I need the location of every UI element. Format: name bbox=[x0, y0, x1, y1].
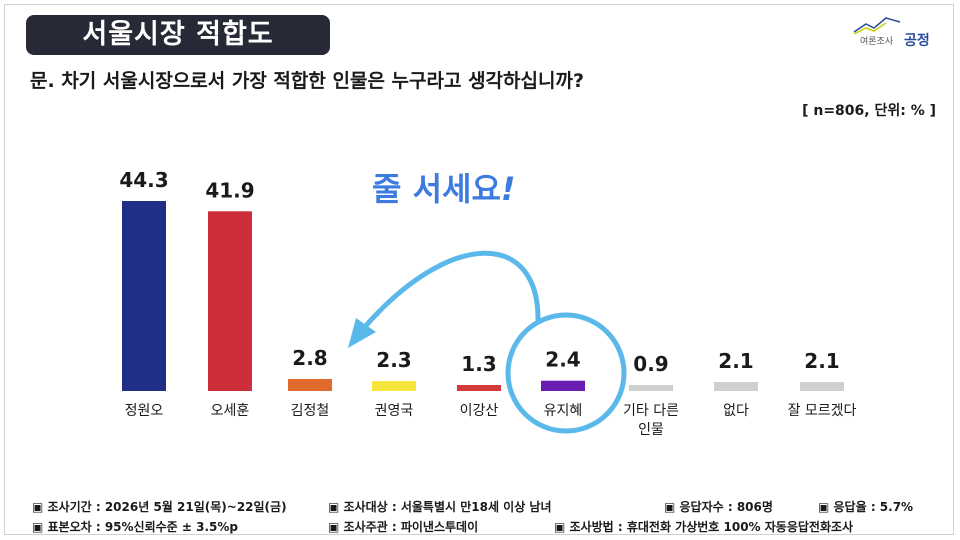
bar-4 bbox=[457, 385, 501, 391]
bar-value-label-2: 2.8 bbox=[292, 346, 327, 370]
callout-main: 줄 서세요 bbox=[372, 170, 501, 208]
category-label-7: 없다 bbox=[723, 403, 749, 419]
bar-value-label-3: 2.3 bbox=[376, 348, 411, 372]
bar-3 bbox=[372, 381, 416, 391]
category-label-1: 오세훈 bbox=[211, 403, 250, 419]
trend-line-icon bbox=[853, 17, 901, 35]
footer-method: ▣ 조사방법 : 휴대전화 가상번호 100% 자동응답전화조사 bbox=[554, 520, 854, 534]
bar-2 bbox=[288, 378, 332, 391]
category-label-4: 이강산 bbox=[460, 403, 499, 419]
callout-mark: ! bbox=[500, 170, 516, 208]
footer-period: ▣ 조사기간 : 2026년 5월 21일(목)~22일(금) bbox=[32, 500, 287, 514]
sample-note: [ n=806, 단위: % ] bbox=[802, 103, 936, 119]
bar-value-label-5: 2.4 bbox=[545, 348, 580, 372]
footer-sponsor: ▣ 조사주관 : 파이낸스투데이 bbox=[328, 520, 479, 534]
highlight-circle bbox=[505, 312, 627, 434]
category-label-3: 권영국 bbox=[375, 403, 414, 419]
bar-7 bbox=[714, 381, 758, 391]
callout-text: 줄 서세요! bbox=[372, 164, 516, 210]
logo: 여론조사 공정 bbox=[848, 14, 938, 54]
arrow-curve bbox=[360, 250, 541, 332]
category-label-0: 정원오 bbox=[125, 403, 164, 419]
category-label-5: 유지혜 bbox=[544, 403, 583, 419]
bar-8 bbox=[800, 381, 844, 391]
page-title: 서울시장 적합도 bbox=[26, 15, 330, 55]
footer-respondents: ▣ 응답자수 : 806명 bbox=[664, 500, 773, 514]
footer-response-rate: ▣ 응답율 : 5.7% bbox=[818, 500, 914, 514]
logo-small-text: 여론조사 bbox=[860, 37, 894, 47]
bar-value-label-7: 2.1 bbox=[718, 349, 753, 373]
bar-value-label-6: 0.9 bbox=[633, 352, 668, 376]
category-label-6-0: 기타 다른 bbox=[623, 403, 679, 419]
category-label-8: 잘 모르겠다 bbox=[788, 403, 857, 419]
survey-question: 문. 차기 서울시장으로서 가장 적합한 인물은 누구라고 생각하십니까? bbox=[30, 70, 584, 92]
category-label-2: 김정철 bbox=[291, 403, 330, 419]
bar-1 bbox=[208, 211, 252, 391]
bar-value-label-4: 1.3 bbox=[461, 352, 496, 376]
bar-value-label-1: 41.9 bbox=[205, 178, 254, 202]
bar-value-label-0: 44.3 bbox=[119, 168, 168, 192]
bar-5 bbox=[541, 380, 585, 391]
category-label-6-1: 인물 bbox=[638, 422, 664, 438]
bar-0 bbox=[122, 201, 166, 391]
footer-error: ▣ 표본오차 : 95%신뢰수준 ± 3.5%p bbox=[32, 520, 238, 534]
arrow-head-icon bbox=[348, 318, 376, 348]
logo-brand-text: 공정 bbox=[904, 33, 930, 49]
bar-value-label-8: 2.1 bbox=[804, 349, 839, 373]
footer-target: ▣ 조사대상 : 서울특별시 만18세 이상 남녀 bbox=[328, 500, 552, 514]
slide-frame bbox=[4, 4, 954, 535]
bar-6 bbox=[629, 385, 673, 391]
